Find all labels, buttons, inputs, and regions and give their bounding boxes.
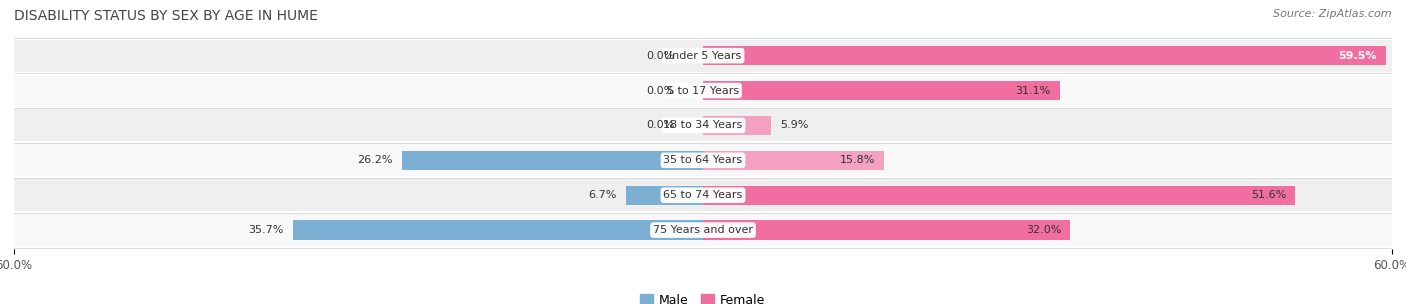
Bar <box>703 81 1060 100</box>
Bar <box>14 40 1392 72</box>
Text: 51.6%: 51.6% <box>1251 190 1286 200</box>
Bar <box>703 116 770 135</box>
Bar <box>703 186 1295 205</box>
Bar <box>626 186 703 205</box>
Bar <box>703 46 1386 65</box>
Bar <box>14 144 1392 176</box>
Text: 35 to 64 Years: 35 to 64 Years <box>664 155 742 165</box>
Bar <box>14 214 1392 246</box>
Bar <box>14 74 1392 107</box>
Bar <box>292 220 703 240</box>
Text: 0.0%: 0.0% <box>645 120 675 130</box>
Bar <box>14 109 1392 141</box>
Text: 0.0%: 0.0% <box>645 51 675 61</box>
Text: 32.0%: 32.0% <box>1026 225 1062 235</box>
Text: 59.5%: 59.5% <box>1339 51 1376 61</box>
Text: Source: ZipAtlas.com: Source: ZipAtlas.com <box>1274 9 1392 19</box>
Text: 75 Years and over: 75 Years and over <box>652 225 754 235</box>
Bar <box>14 179 1392 211</box>
Text: 65 to 74 Years: 65 to 74 Years <box>664 190 742 200</box>
Text: DISABILITY STATUS BY SEX BY AGE IN HUME: DISABILITY STATUS BY SEX BY AGE IN HUME <box>14 9 318 23</box>
Bar <box>703 220 1070 240</box>
Text: 26.2%: 26.2% <box>357 155 392 165</box>
Text: 5 to 17 Years: 5 to 17 Years <box>666 85 740 95</box>
Text: 31.1%: 31.1% <box>1015 85 1050 95</box>
Text: 6.7%: 6.7% <box>589 190 617 200</box>
Text: Under 5 Years: Under 5 Years <box>665 51 741 61</box>
Text: 5.9%: 5.9% <box>780 120 808 130</box>
Text: 0.0%: 0.0% <box>645 85 675 95</box>
Legend: Male, Female: Male, Female <box>641 294 765 304</box>
Bar <box>402 151 703 170</box>
Text: 18 to 34 Years: 18 to 34 Years <box>664 120 742 130</box>
Text: 35.7%: 35.7% <box>249 225 284 235</box>
Text: 15.8%: 15.8% <box>839 155 875 165</box>
Bar <box>703 151 884 170</box>
